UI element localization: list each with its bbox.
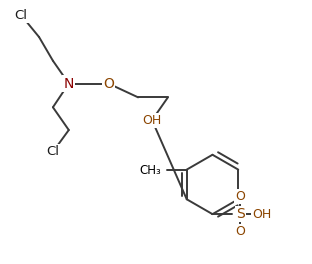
Text: Cl: Cl <box>15 9 28 22</box>
Text: O: O <box>103 77 114 91</box>
Text: O: O <box>235 225 245 238</box>
Text: N: N <box>64 77 74 91</box>
Text: OH: OH <box>142 114 162 127</box>
Text: OH: OH <box>252 208 272 221</box>
Text: Cl: Cl <box>46 145 59 158</box>
Text: CH₃: CH₃ <box>139 164 161 177</box>
Text: O: O <box>235 190 245 203</box>
Text: S: S <box>236 207 245 221</box>
